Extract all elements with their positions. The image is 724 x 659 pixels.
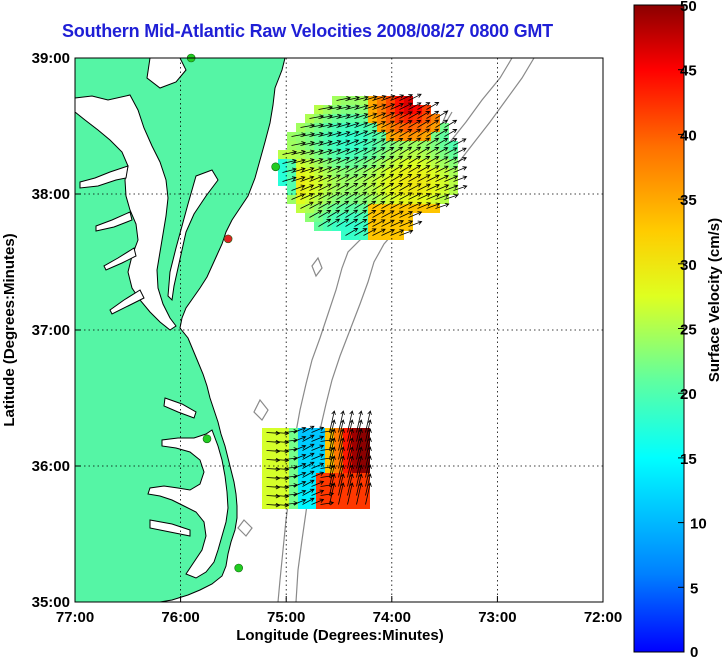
colorbar-tick-label: 10 — [690, 516, 707, 533]
y-tick-label: 37:00 — [32, 322, 70, 339]
y-axis-label: Latitude (Degrees:Minutes) — [1, 233, 18, 426]
colorbar-tick-label: 50 — [680, 0, 697, 15]
station-marker — [271, 162, 280, 172]
colorbar-tick-label: 0 — [690, 644, 698, 659]
colorbar-tick-label: 15 — [680, 451, 697, 468]
colorbar-tick-label: 25 — [680, 322, 697, 339]
colorbar-tick-label: 30 — [680, 257, 697, 274]
station-marker — [223, 234, 233, 244]
x-tick-label: 74:00 — [373, 609, 411, 626]
y-tick-label: 36:00 — [32, 458, 70, 475]
x-tick-label: 72:00 — [584, 609, 622, 626]
colorbar-tick-label: 40 — [680, 127, 697, 144]
grid-lines — [75, 58, 603, 602]
colorbar-tick-label: 20 — [680, 386, 697, 403]
velocity-vectors — [266, 93, 468, 508]
x-tick-label: 76:00 — [161, 609, 199, 626]
station-marker — [234, 563, 243, 573]
y-tick-label: 39:00 — [32, 50, 70, 67]
y-tick-label: 35:00 — [32, 594, 70, 611]
x-tick-label: 73:00 — [478, 609, 516, 626]
chart-title: Southern Mid-Atlantic Raw Velocities 200… — [62, 21, 553, 41]
station-marker — [202, 434, 212, 444]
colorbar-tick-label: 35 — [680, 192, 697, 209]
colorbar — [633, 4, 685, 653]
x-tick-label: 77:00 — [56, 609, 94, 626]
colorbar-ticks — [678, 4, 684, 653]
colorbar-tick-label: 45 — [680, 63, 697, 80]
x-tick-label: 75:00 — [267, 609, 305, 626]
y-tick-label: 38:00 — [32, 186, 70, 203]
colorbar-label: Surface Velocity (cm/s) — [706, 218, 723, 382]
colorbar-tick-label: 5 — [690, 580, 698, 597]
x-axis-label: Longitude (Degrees:Minutes) — [236, 627, 444, 644]
